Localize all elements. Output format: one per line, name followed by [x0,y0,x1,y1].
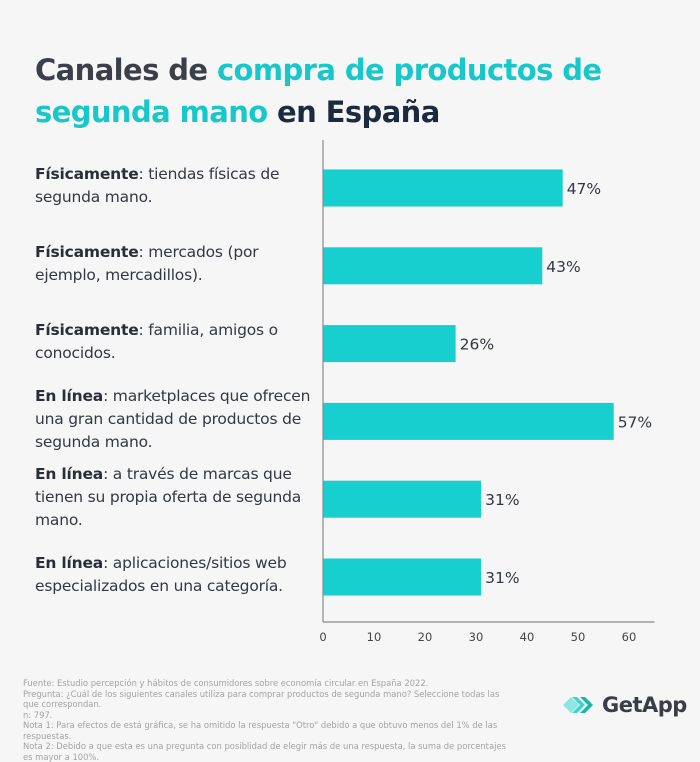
getapp-wordmark: GetApp [602,693,687,717]
category-label-text: : tiendas físicas de segunda mano. [35,165,280,206]
title-part-3: en España [267,95,440,130]
category-label-text: : aplicaciones/sitios web especializados… [35,554,287,595]
value-label-4: 31% [485,491,519,509]
category-label-bold: Físicamente [35,320,139,339]
x-tick-label-6: 60 [622,630,637,644]
value-label-5: 31% [485,569,519,587]
bar-5 [323,558,482,596]
footer-note-2: Nota 2: Debido a que esta es una pregunt… [23,741,506,762]
x-tick-label-2: 20 [418,630,433,644]
category-label-text: : marketplaces que ofrecen una gran cant… [35,386,311,451]
category-label-4: En línea: a través de marcas que tienen … [35,463,320,532]
x-tick-label-1: 10 [367,630,382,644]
category-label-bold: En línea [35,386,104,405]
category-label-5: En línea: aplicaciones/sitios web especi… [35,552,320,598]
category-label-bold: En línea [35,554,104,572]
category-label-bold: En línea [35,464,104,483]
title-part-accent: compra de productos de segunda mano [35,53,602,130]
bar-chart: 47% 43% 26% 57% 31% 31% 0 10 20 30 40 50 60 [319,140,655,644]
title-part-1: Canales de [35,53,217,88]
bar-2 [323,325,456,363]
x-tick-label-0: 0 [319,630,326,644]
category-label-3: En línea: marketplaces que ofrecen una g… [35,385,320,454]
category-label-text: : a través de marcas que tienen su propi… [35,464,302,529]
value-label-0: 47% [567,180,601,198]
footer-notes: Fuente: Estudio percepción y hábitos de … [23,678,513,762]
value-label-2: 26% [460,336,494,354]
value-label-1: 43% [546,258,580,276]
bar-3 [323,402,614,440]
category-label-bold: Físicamente [35,165,139,183]
footer-question: Pregunta: ¿Cuál de los siguientes canale… [23,688,500,710]
footer-n: n: 797. [23,709,53,720]
x-tick-label-4: 40 [520,630,535,644]
category-label-0: Físicamente: tiendas físicas de segunda … [35,163,320,209]
category-label-2: Físicamente: familia, amigos o conocidos… [35,319,320,365]
category-label-bold: Físicamente [35,242,139,261]
x-tick-label-3: 30 [469,630,484,644]
chart-title: Canales de compra de productos de segund… [35,49,675,133]
category-label-1: Físicamente: mercados (por ejemplo, merc… [35,241,320,287]
category-label-text: : mercados (por ejemplo, mercadillos). [35,242,259,284]
value-label-3: 57% [618,413,652,431]
bar-4 [323,480,482,518]
bar-0 [323,169,563,207]
getapp-logo: GetApp [563,693,687,717]
category-label-text: : familia, amigos o conocidos. [35,320,278,362]
x-tick-label-5: 50 [571,630,586,644]
footer-note-1: Nota 1: Para efectos de está gráfica, se… [23,720,498,741]
footer-source: Fuente: Estudio percepción y hábitos de … [23,678,429,688]
bar-1 [323,247,543,285]
getapp-chevrons-icon [563,697,593,713]
